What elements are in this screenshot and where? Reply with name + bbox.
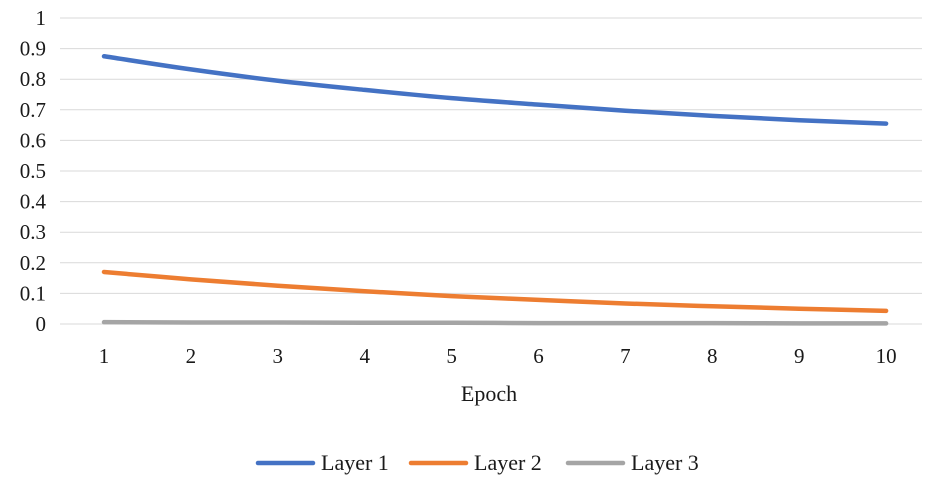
x-tick-label: 4 (359, 344, 370, 368)
series-line-layer-3 (101, 319, 889, 326)
x-tick-label: 2 (186, 344, 197, 368)
y-tick-label: 0.4 (20, 190, 47, 214)
x-axis-tick-labels: 1 2 3 4 5 6 7 8 9 10 (99, 344, 897, 368)
y-tick-label: 0.7 (20, 98, 46, 122)
x-tick-label: 5 (446, 344, 457, 368)
y-tick-label: 0.8 (20, 67, 46, 91)
y-tick-label: 0.1 (20, 281, 46, 305)
y-tick-label: 0.5 (20, 159, 46, 183)
y-tick-label: 0.6 (20, 128, 46, 152)
x-tick-label: 10 (876, 344, 897, 368)
series-line-layer-2 (101, 269, 889, 314)
y-tick-label: 0.2 (20, 251, 46, 275)
legend: Layer 1 Layer 2 Layer 3 (255, 450, 699, 475)
y-tick-label: 0.3 (20, 220, 46, 244)
x-tick-label: 1 (99, 344, 110, 368)
series-line-layer-1 (101, 54, 889, 126)
x-tick-label: 3 (273, 344, 284, 368)
x-tick-label: 9 (794, 344, 805, 368)
gridlines (60, 17, 922, 325)
series-lines (101, 54, 889, 326)
x-axis-title: Epoch (461, 381, 517, 406)
legend-label-layer-2: Layer 2 (474, 450, 542, 475)
legend-label-layer-3: Layer 3 (631, 450, 699, 475)
y-axis-tick-labels: 0 0.1 0.2 0.3 0.4 0.5 0.6 0.7 0.8 0.9 1 (20, 6, 47, 336)
x-tick-label: 7 (620, 344, 631, 368)
y-tick-label: 0 (36, 312, 47, 336)
legend-label-layer-1: Layer 1 (321, 450, 389, 475)
x-tick-label: 8 (707, 344, 718, 368)
y-tick-label: 0.9 (20, 37, 46, 61)
x-tick-label: 6 (533, 344, 544, 368)
y-tick-label: 1 (36, 6, 47, 30)
